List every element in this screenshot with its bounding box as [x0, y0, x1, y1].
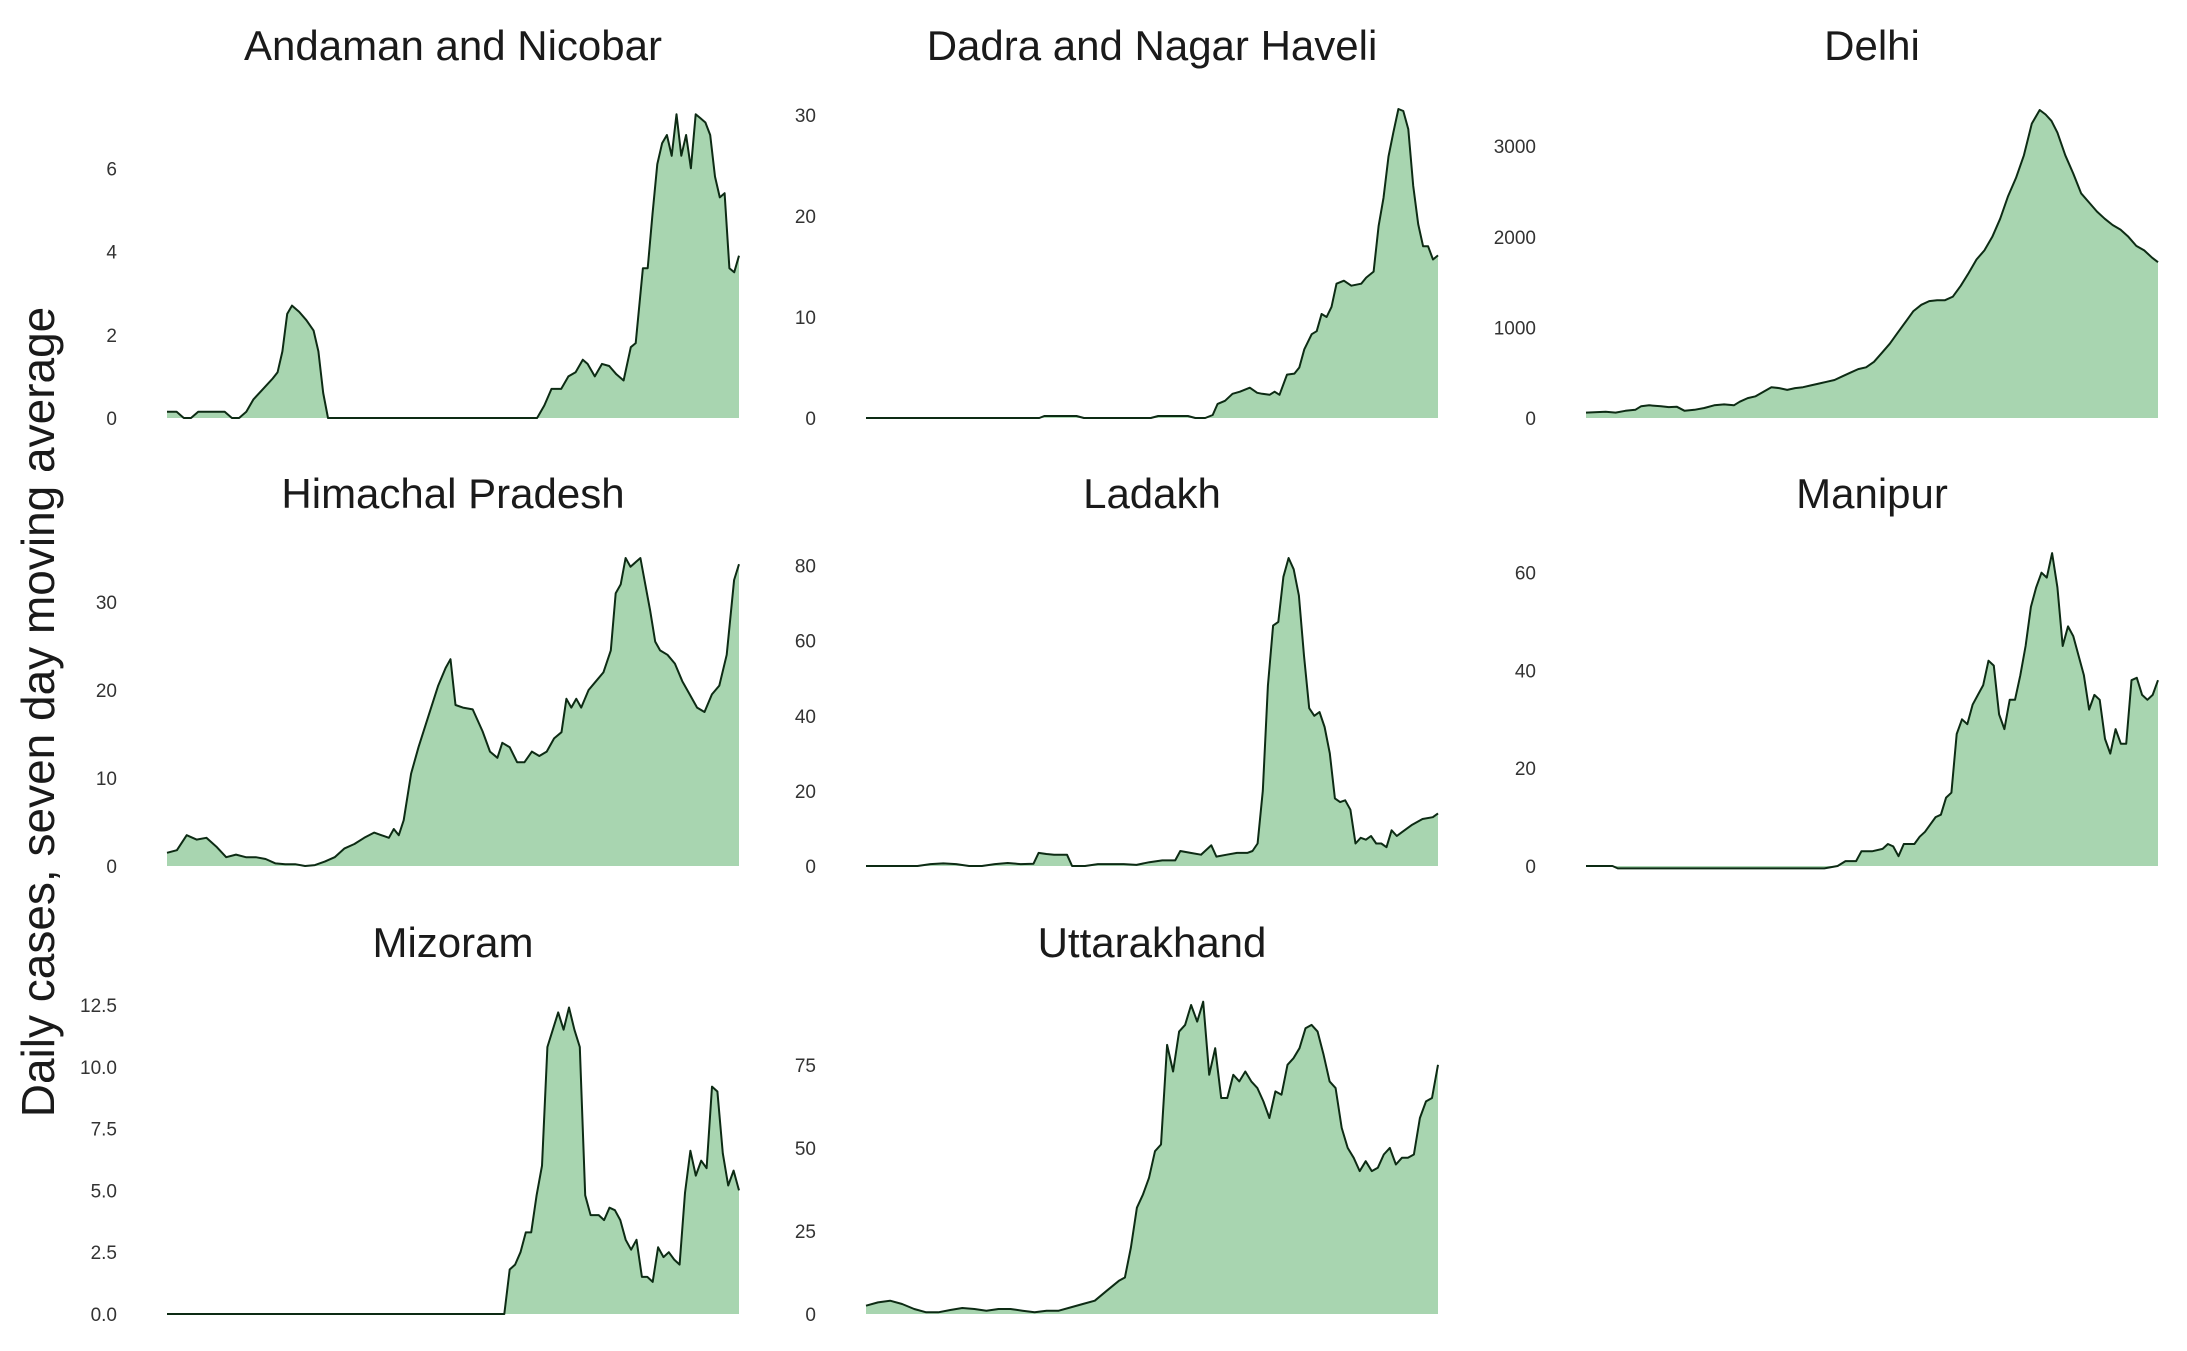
- panel-title: Himachal Pradesh: [281, 470, 624, 517]
- series-line: [1586, 552, 2159, 870]
- panel-himachal-pradesh: Himachal Pradesh 0 10 20 30: [96, 470, 740, 878]
- panel-dadra-and-nagar-haveli: Dadra and Nagar Haveli 0 10 20 30: [795, 22, 1439, 430]
- panel-ladakh: Ladakh 0 20 40 60 80: [795, 470, 1439, 878]
- series-line: [866, 108, 1439, 419]
- panel-uttarakhand: Uttarakhand 0 25 50 75: [795, 919, 1439, 1326]
- series-line: [865, 1000, 1439, 1314]
- y-tick-label: 0: [1525, 857, 1536, 878]
- panel-manipur: Manipur 0 20 40 60: [1515, 470, 2159, 878]
- panel-andaman-and-nicobar: Andaman and Nicobar 0 2 4 6: [106, 22, 740, 430]
- y-tick-label: 20: [1515, 759, 1536, 780]
- y-tick-label: 80: [795, 557, 816, 578]
- y-tick-label: 75: [795, 1056, 816, 1077]
- y-tick-label: 10: [795, 308, 816, 329]
- y-tick-label: 10: [96, 769, 117, 790]
- y-tick-label: 2: [106, 326, 117, 347]
- y-tick-label: 4: [106, 243, 117, 264]
- y-tick-label: 0: [1525, 409, 1536, 430]
- y-tick-label: 0: [805, 409, 816, 430]
- area-fill: [167, 114, 739, 418]
- y-tick-label: 20: [795, 207, 816, 228]
- y-tick-label: 12.5: [80, 996, 117, 1017]
- y-tick-label: 30: [96, 593, 117, 614]
- series-line: [167, 1006, 740, 1315]
- area-fill: [866, 1001, 1438, 1314]
- panel-title: Dadra and Nagar Haveli: [927, 22, 1378, 69]
- y-tick-label: 7.5: [91, 1120, 117, 1141]
- panel-mizoram: Mizoram 0.0 2.5 5.0 7.5 10.0 12.5: [80, 919, 740, 1326]
- area-fill: [1586, 110, 2158, 418]
- y-tick-label: 0: [805, 857, 816, 878]
- area-fill: [866, 109, 1438, 418]
- y-tick-label: 20: [96, 681, 117, 702]
- area-fill: [866, 558, 1438, 866]
- y-tick-label: 60: [1515, 564, 1536, 585]
- y-tick-label: 40: [1515, 661, 1536, 682]
- y-tick-label: 0.0: [91, 1305, 117, 1326]
- y-tick-label: 5.0: [91, 1181, 117, 1202]
- y-tick-label: 1000: [1494, 318, 1536, 339]
- panel-delhi: Delhi 0 1000 2000 3000: [1494, 22, 2159, 430]
- y-tick-label: 10.0: [80, 1058, 117, 1079]
- y-tick-label: 20: [795, 782, 816, 803]
- y-tick-label: 25: [795, 1222, 816, 1243]
- series-line: [1585, 109, 2159, 414]
- panel-title: Uttarakhand: [1038, 919, 1267, 966]
- series-line: [866, 557, 1439, 867]
- series-line: [167, 113, 740, 419]
- area-fill: [167, 558, 739, 866]
- y-tick-label: 3000: [1494, 137, 1536, 158]
- area-fill: [167, 1007, 739, 1314]
- y-tick-label: 0: [106, 409, 117, 430]
- y-tick-label: 0: [805, 1305, 816, 1326]
- panel-title: Mizoram: [372, 919, 533, 966]
- panel-title: Andaman and Nicobar: [244, 22, 662, 69]
- panel-title: Ladakh: [1083, 470, 1221, 517]
- y-tick-label: 6: [106, 159, 117, 180]
- series-line: [166, 557, 740, 867]
- panel-title: Manipur: [1796, 470, 1948, 517]
- y-tick-label: 0: [106, 857, 117, 878]
- y-tick-label: 50: [795, 1139, 816, 1160]
- panel-title: Delhi: [1824, 22, 1920, 69]
- y-tick-label: 60: [795, 632, 816, 653]
- y-tick-label: 2.5: [91, 1243, 117, 1264]
- area-fill: [1586, 553, 2158, 869]
- y-tick-label: 40: [795, 707, 816, 728]
- y-tick-label: 30: [795, 106, 816, 127]
- y-tick-label: 2000: [1494, 228, 1536, 249]
